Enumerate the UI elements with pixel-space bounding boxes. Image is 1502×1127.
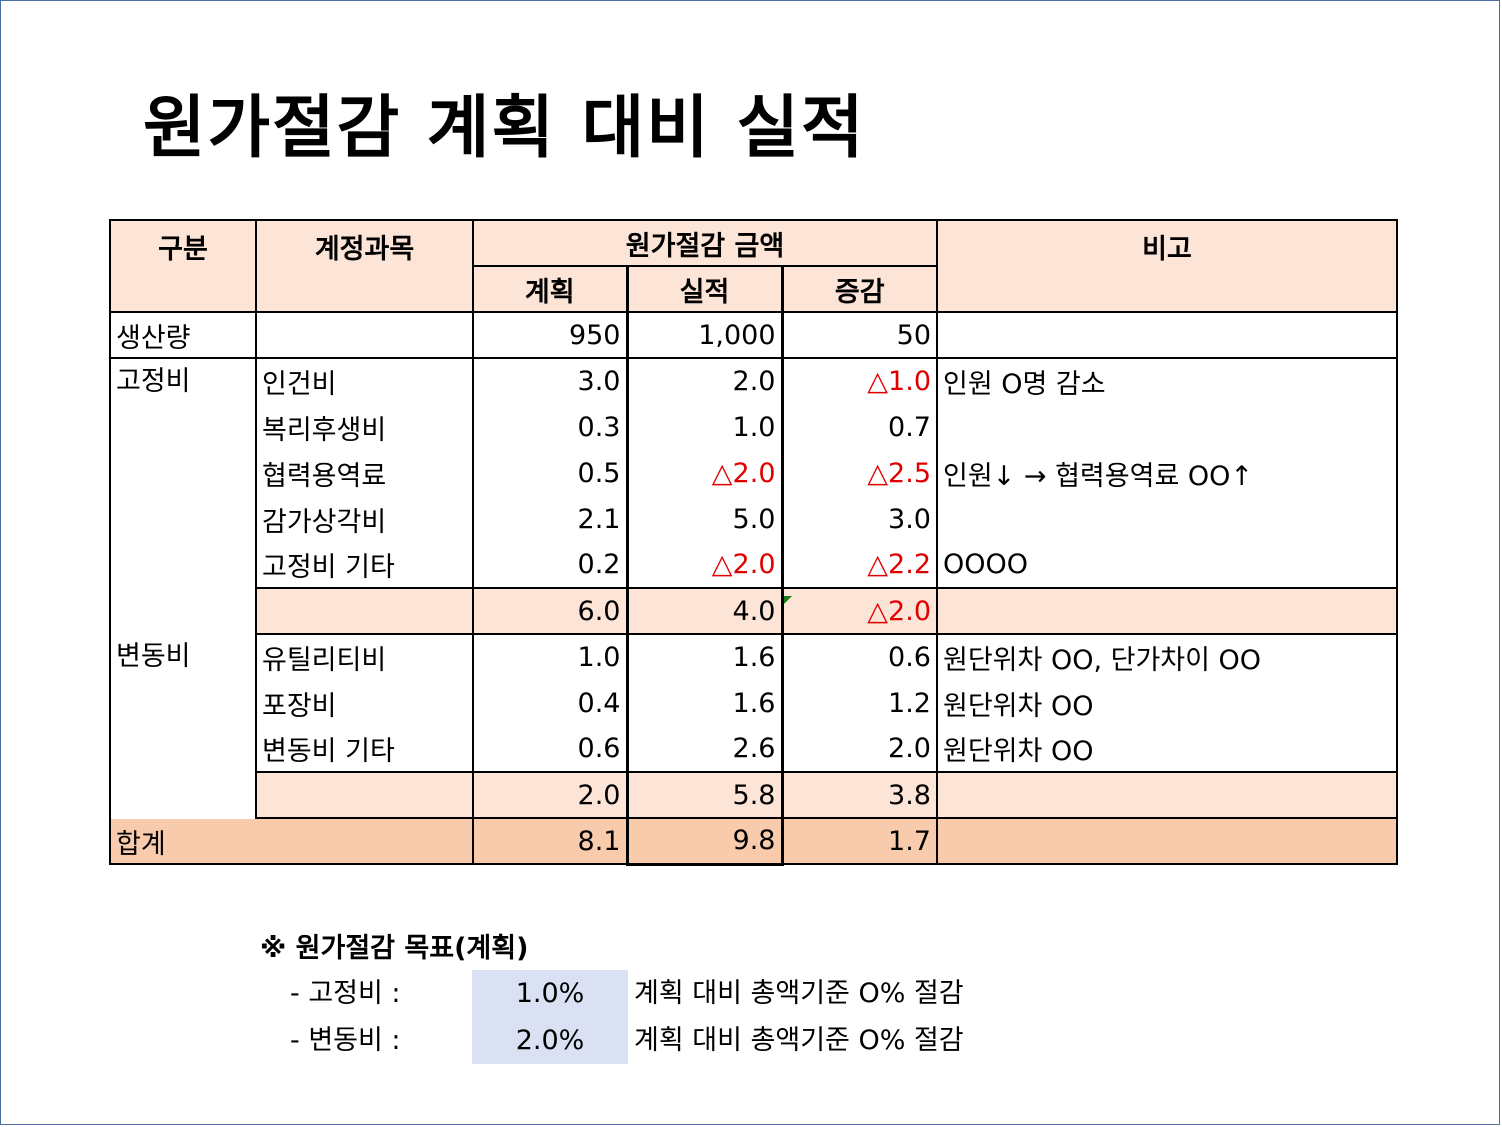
row-actual: 1,000 [625, 312, 784, 359]
row-actual: 1.6 [625, 634, 784, 680]
row-account: 포장비 [256, 680, 474, 726]
row-plan: 950 [473, 312, 627, 359]
row-diff: 1.2 [782, 680, 938, 726]
row-remark: 인원 O명 감소 [937, 358, 1398, 404]
table-row: 변동비 기타 0.6 2.6 2.0 원단위차 OO [110, 726, 1398, 772]
row-remark [937, 312, 1398, 359]
row-remark: 원단위차 OO, 단가차이 OO [937, 634, 1398, 680]
table-row: 고정비 인건비 3.0 2.0 △1.0 인원 O명 감소 [109, 358, 1398, 634]
note-target-value: 2.0% [472, 1017, 628, 1064]
row-account [256, 312, 474, 359]
row-diff: 2.0 [782, 726, 938, 772]
row-diff: △2.2 [782, 542, 938, 588]
row-plan: 0.4 [577, 687, 621, 719]
row-diff: 0.7 [782, 404, 938, 450]
row-actual: △2.0 [625, 450, 784, 496]
variable-subtotal-row: 2.0 5.8 3.8 [110, 771, 1398, 819]
subtotal-remark [937, 587, 1398, 635]
header-category: 구분 [109, 219, 257, 313]
row-remark: 원단위차 OO [937, 680, 1398, 726]
header-account: 계정과목 [256, 219, 474, 313]
note-label: - 변동비 : [290, 1025, 401, 1056]
table-row: 생산량 950 1,000 50 [109, 312, 1398, 359]
note-row-variable: - 변동비 : 2.0% 계획 대비 총액기준 O% 절감 [260, 1017, 1020, 1064]
total-plan: 8.1 [473, 818, 627, 865]
subtotal-plan: 2.0 [473, 771, 627, 819]
note-description: 계획 대비 총액기준 O% 절감 [634, 978, 964, 1009]
row-actual: 2.0 [625, 358, 784, 404]
row-actual: 1.6 [625, 680, 784, 726]
cost-reduction-table: 구분 계정과목 원가절감 금액 비고 계획 실적 증감 생산량 950 1,00… [109, 219, 1398, 866]
row-account: 고정비 기타 [256, 542, 474, 588]
row-remark [937, 404, 1398, 450]
table-row: 감가상각비 2.1 5.0 3.0 [110, 496, 1398, 542]
subtotal-plan: 6.0 [473, 587, 627, 635]
page-title: 원가절감 계획 대비 실적 [143, 89, 866, 168]
subtotal-actual: 4.0 [625, 587, 784, 635]
table-row: 고정비 기타 0.2 △2.0 △2.2 OOOO [110, 542, 1398, 588]
row-diff: △1.0 [782, 358, 938, 404]
subtotal-diff: △2.0 [782, 587, 938, 635]
header-row-1: 구분 계정과목 원가절감 금액 비고 [109, 219, 1398, 313]
row-plan: 0.5 [577, 457, 621, 489]
row-diff: 3.0 [782, 496, 938, 542]
fixed-category: 고정비 [109, 358, 257, 634]
row-plan: 1.0 [577, 642, 621, 673]
target-notes: ※ 원가절감 목표(계획) - 고정비 : 1.0% 계획 대비 총액기준 O%… [260, 928, 1020, 1064]
table-row: 복리후생비 0.3 1.0 0.7 [110, 404, 1398, 450]
header-amount-group: 원가절감 금액 [473, 219, 938, 267]
row-plan: 0.3 [577, 411, 621, 443]
subtotal-actual: 5.8 [625, 771, 784, 819]
total-diff: 1.7 [782, 818, 938, 865]
subtotal-diff: 3.8 [782, 771, 938, 819]
row-diff: 0.6 [782, 634, 938, 680]
row-plan: 0.6 [577, 733, 621, 764]
total-actual: 9.8 [625, 818, 784, 866]
subtotal-account [256, 587, 474, 635]
row-account: 복리후생비 [256, 404, 474, 450]
header-remark: 비고 [937, 219, 1398, 313]
row-remark: OOOO [937, 542, 1398, 588]
note-row-fixed: - 고정비 : 1.0% 계획 대비 총액기준 O% 절감 [260, 970, 1020, 1017]
row-actual: 5.0 [625, 496, 784, 542]
cell-comment-marker [784, 596, 792, 604]
total-row: 합계 8.1 9.8 1.7 [109, 818, 1398, 866]
fixed-subtotal-row: 6.0 4.0 △2.0 [110, 587, 1398, 635]
variable-category: 변동비 [109, 634, 257, 818]
header-row-2: 계획 실적 증감 [110, 265, 1397, 313]
subtotal-remark [937, 771, 1398, 819]
row-plan: 3.0 [577, 366, 621, 397]
header-actual: 실적 [625, 265, 784, 313]
row-account: 협력용역료 [256, 450, 474, 496]
note-description: 계획 대비 총액기준 O% 절감 [634, 1025, 964, 1056]
notes-title: ※ 원가절감 목표(계획) [260, 933, 529, 964]
note-target-value: 1.0% [472, 970, 628, 1017]
row-account: 변동비 기타 [256, 726, 474, 772]
table-row: 포장비 0.4 1.6 1.2 원단위차 OO [110, 680, 1398, 726]
row-actual: △2.0 [625, 542, 784, 588]
row-diff: 50 [782, 312, 938, 359]
note-label: - 고정비 : [290, 978, 401, 1009]
row-account: 감가상각비 [256, 496, 474, 542]
total-remark [937, 818, 1398, 865]
subtotal-account [256, 771, 474, 819]
total-label: 합계 [109, 818, 474, 865]
row-account: 인건비 [256, 358, 474, 404]
row-actual: 1.0 [625, 404, 784, 450]
row-diff: △2.5 [782, 450, 938, 496]
row-remark: 원단위차 OO [937, 726, 1398, 772]
row-remark: 인원↓ → 협력용역료 OO↑ [937, 450, 1398, 496]
row-account: 유틸리티비 [256, 634, 474, 680]
header-diff: 증감 [782, 266, 938, 313]
row-category: 생산량 [109, 312, 257, 359]
row-remark [937, 496, 1398, 542]
row-plan: 2.1 [577, 503, 621, 535]
table-row: 변동비 유틸리티비 1.0 1.6 0.6 원단위차 OO, 단가차이 OO [109, 634, 1398, 818]
table-row: 협력용역료 0.5 △2.0 △2.5 인원↓ → 협력용역료 OO↑ [110, 450, 1398, 496]
row-plan: 0.2 [577, 549, 621, 580]
row-actual: 2.6 [625, 726, 784, 772]
header-plan: 계획 [473, 266, 627, 313]
